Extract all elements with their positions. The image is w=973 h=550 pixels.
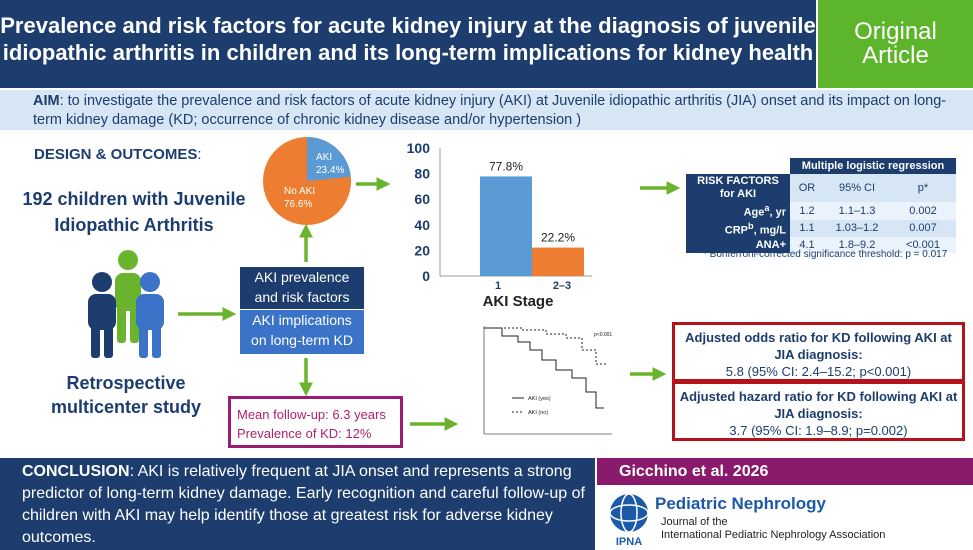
conclusion-panel: CONCLUSION: AKI is relatively frequent a… bbox=[0, 458, 595, 550]
title-line-2: idiopathic arthritis in children and its… bbox=[2, 40, 814, 65]
bar-data-label: 22.2% bbox=[541, 231, 575, 245]
bar-y-tick-label: 60 bbox=[414, 191, 430, 207]
km-curve-aki-no bbox=[484, 327, 608, 365]
title-line-1: Prevalence and risk factors for acute ki… bbox=[0, 13, 816, 38]
journal-name: Pediatric Nephrology bbox=[655, 494, 826, 513]
bar-x-axis-label: AKI Stage bbox=[483, 293, 554, 310]
km-curve-aki-yes bbox=[484, 327, 604, 409]
bar-1 bbox=[480, 176, 532, 276]
bar-data-label: 77.8% bbox=[489, 159, 523, 173]
pie-slice-aki bbox=[307, 137, 351, 181]
followup-box: Mean follow-up: 6.3 years Prevalence of … bbox=[228, 396, 403, 448]
pie-value-no-aki: 76.6% bbox=[284, 199, 312, 210]
conclusion-label: CONCLUSION bbox=[22, 463, 130, 480]
table-header-risk-factors: RISK FACTORS for AKI bbox=[686, 174, 790, 202]
bar-y-tick-label: 80 bbox=[414, 166, 430, 182]
ipna-logo: IPNA bbox=[609, 493, 649, 548]
risk-factor-table: Multiple logistic regression RISK FACTOR… bbox=[686, 158, 956, 254]
bar-category-label: 1 bbox=[495, 280, 501, 292]
journal-subtitle-1: Journal of the bbox=[661, 516, 728, 528]
citation: Gicchino et al. 2026 bbox=[597, 458, 973, 485]
bar-y-tick-label: 100 bbox=[407, 140, 431, 156]
table-header-ci: 95% CI bbox=[824, 174, 890, 202]
table-header-p: p* bbox=[890, 174, 956, 202]
bar-y-tick-label: 20 bbox=[414, 242, 430, 258]
bar-y-tick-label: 0 bbox=[422, 268, 430, 284]
aki-prevalence-box: AKI prevalence and risk factors bbox=[240, 267, 364, 309]
bar-2 bbox=[532, 247, 584, 276]
km-legend-yes: AKI (yes) bbox=[528, 396, 551, 402]
pie-label-no-aki: No AKI bbox=[284, 186, 315, 197]
aim-text: : to investigate the prevalence and risk… bbox=[33, 93, 947, 128]
km-pvalue: p<0.001 bbox=[594, 332, 612, 338]
badge-line-1: Original bbox=[854, 18, 937, 45]
table-header-or: OR bbox=[790, 174, 824, 202]
conclusion-text: : AKI is relatively frequent at JIA onse… bbox=[22, 463, 585, 546]
journal-subtitle-2: International Pediatric Nephrology Assoc… bbox=[661, 529, 886, 541]
table-row: Agea, yr 1.2 1.1–1.3 0.002 bbox=[686, 202, 956, 220]
bar-y-tick-label: 40 bbox=[414, 217, 430, 233]
aki-implications-box: AKI implications on long-term KD bbox=[240, 310, 364, 354]
table-footnote: * Bonferroni-corrected significance thre… bbox=[703, 249, 948, 260]
pie-value-aki: 23.4% bbox=[316, 165, 344, 176]
article-type-badge: Original Article bbox=[818, 0, 973, 88]
odds-ratio-box: Adjusted odds ratio for KD following AKI… bbox=[672, 322, 965, 382]
study-type: Retrospective multicenter study bbox=[50, 373, 202, 417]
design-outcomes-label: DESIGN & OUTCOMES: bbox=[34, 146, 202, 163]
svg-text:IPNA: IPNA bbox=[616, 536, 642, 548]
aim-label: AIM bbox=[33, 93, 60, 109]
kaplan-meier-plot: AKI (yes) AKI (no) p<0.001 bbox=[483, 326, 612, 435]
badge-line-2: Article bbox=[862, 42, 929, 69]
hazard-ratio-box: Adjusted hazard ratio for KD following A… bbox=[672, 381, 965, 441]
table-row: ANA+ 4.1 1.8–9.2 <0.001 bbox=[686, 237, 956, 254]
km-legend-no: AKI (no) bbox=[528, 410, 548, 416]
header-banner: Prevalence and risk factors for acute ki… bbox=[0, 0, 816, 88]
table-group-header: Multiple logistic regression bbox=[790, 158, 956, 174]
page-title: Prevalence and risk factors for acute ki… bbox=[0, 12, 816, 66]
aim-panel: AIM: to investigate the prevalence and r… bbox=[0, 90, 973, 130]
children-group-icon bbox=[88, 250, 164, 358]
pie-label-aki: AKI bbox=[316, 152, 332, 163]
table-row: CRPb, mg/L 1.1 1.03–1.2 0.007 bbox=[686, 219, 956, 238]
bar-category-label: 2–3 bbox=[553, 280, 571, 292]
cohort-description: 192 children with Juvenile Idiopathic Ar… bbox=[22, 189, 246, 235]
aki-prevalence-pie: AKI 23.4% No AKI 76.6% bbox=[263, 137, 351, 225]
